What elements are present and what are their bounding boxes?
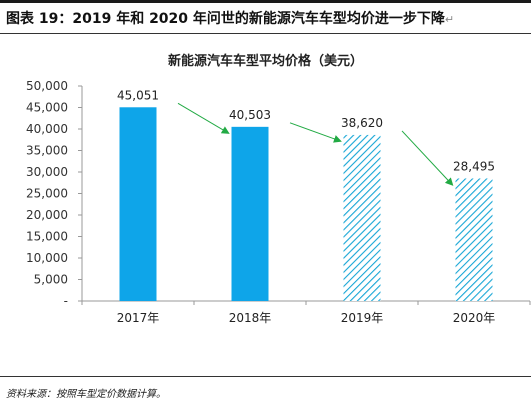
figure-title: 图表 19：2019 年和 2020 年问世的新能源汽车车型均价进一步下降↵	[6, 8, 454, 28]
x-tick-label: 2020年	[453, 311, 496, 325]
trend-arrow	[177, 102, 230, 134]
y-tick-label: 30,000	[26, 165, 68, 179]
y-tick-label: 10,000	[26, 251, 68, 265]
bar-2020	[455, 178, 493, 301]
bar-2017	[119, 107, 157, 301]
source-rule	[0, 376, 531, 377]
y-tick-label: 15,000	[26, 230, 68, 244]
trend-arrow	[401, 130, 454, 186]
data-label: 45,051	[117, 88, 159, 102]
bar-2018	[231, 126, 269, 301]
y-tick-label: 35,000	[26, 144, 68, 158]
trend-arrow	[289, 122, 342, 143]
data-label: 28,495	[453, 159, 495, 173]
y-tick-label: 25,000	[26, 187, 68, 201]
return-mark-icon: ↵	[444, 13, 455, 26]
x-tick-label: 2017年	[117, 311, 160, 325]
figure-title-text: 图表 19：2019 年和 2020 年问世的新能源汽车车型均价进一步下降	[6, 11, 445, 27]
chart-title: 新能源汽车车型平均价格（美元）	[167, 54, 363, 69]
y-tick-label: -	[64, 294, 68, 308]
data-label: 40,503	[229, 108, 271, 122]
y-tick-label: 50,000	[26, 79, 68, 93]
y-tick-label: 45,000	[26, 101, 68, 115]
top-rule	[0, 0, 531, 3]
x-tick-label: 2019年	[341, 311, 384, 325]
title-rule	[0, 33, 531, 34]
bar-2019	[343, 134, 381, 301]
source-note: 资料来源：按照车型定价数据计算。	[6, 389, 166, 400]
y-tick-label: 20,000	[26, 208, 68, 222]
y-tick-label: 40,000	[26, 122, 68, 136]
x-tick-label: 2018年	[229, 311, 272, 325]
y-tick-label: 5,000	[34, 273, 68, 287]
data-label: 38,620	[341, 116, 383, 130]
